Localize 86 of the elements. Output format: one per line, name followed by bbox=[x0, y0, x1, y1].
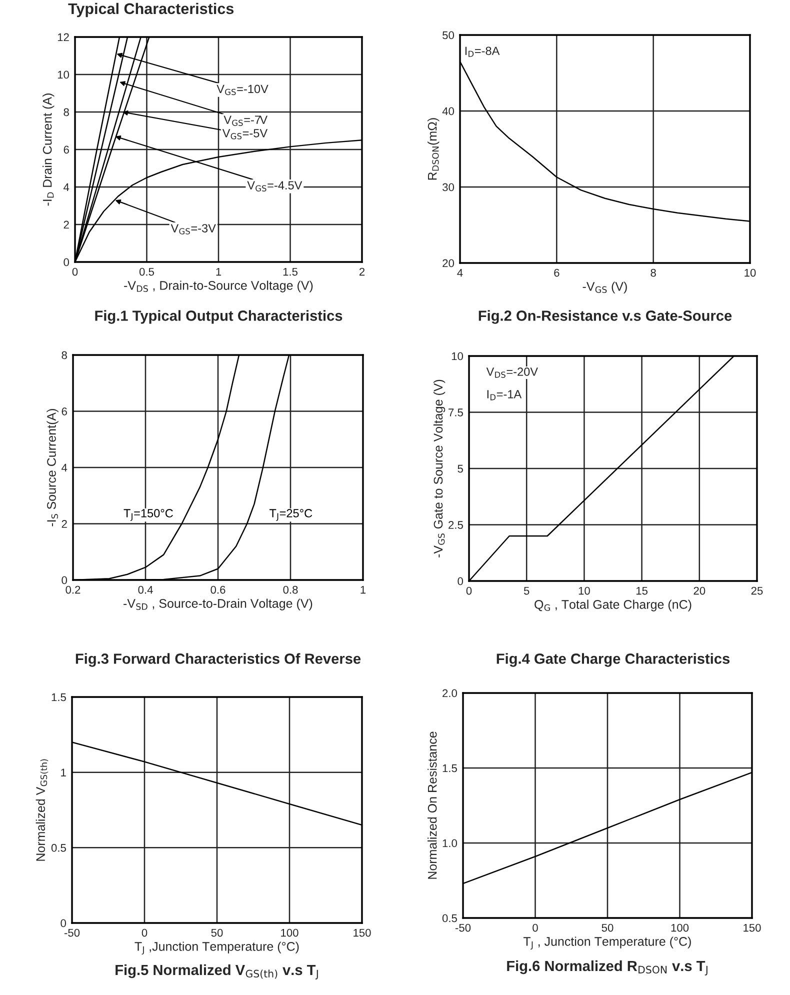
x-tick-label: 0 bbox=[532, 924, 538, 932]
y-tick-label: 4 bbox=[62, 464, 68, 472]
text: Fig.5 Normalized V$_{GS(th)}$ v.s T$_{J}$ bbox=[116, 964, 318, 980]
y-axis-title: -I$_{S}$ Source Current(A) bbox=[46, 409, 58, 526]
y-axis-title: -V$_{GS}$ Gate to Source Voltage (V) bbox=[433, 380, 446, 558]
y-tick-label: 2 bbox=[62, 520, 67, 528]
text: Fig.1 Typical Output Characteristics bbox=[95, 310, 342, 324]
y-tick-label: 0 bbox=[458, 577, 464, 586]
text: Typical Characteristics bbox=[68, 2, 234, 18]
y-tick-label: 6 bbox=[62, 408, 67, 416]
x-tick-label: 0.8 bbox=[283, 586, 298, 594]
y-tick-label: 1 bbox=[61, 768, 66, 776]
x-axis-title: -V$_{DS}$ , Drain-to-Source Voltage (V) bbox=[124, 280, 313, 292]
x-tick-label: 15 bbox=[636, 586, 648, 595]
annotation: V$_{GS}$=-5V bbox=[222, 129, 268, 140]
annotation: V$_{GS}$=-7V bbox=[224, 116, 268, 126]
x-tick-label: 25 bbox=[751, 586, 763, 595]
annotation: V$_{GS}$=-10V bbox=[216, 84, 268, 96]
y-tick-label: 8 bbox=[62, 351, 67, 360]
annotation: V$_{DS}$=-20V bbox=[486, 368, 538, 378]
x-axis-title: T$_{J}$ , Junction Temperature (°C) bbox=[523, 936, 691, 950]
y-tick-label: 12 bbox=[58, 33, 69, 42]
x-tick-label: 1 bbox=[360, 586, 366, 594]
x-axis-title: T$_{J}$ ,Junction Temperature (°C) bbox=[134, 942, 299, 955]
x-tick-label: 0.4 bbox=[138, 586, 153, 594]
y-axis-title: Normalized On Resistance bbox=[428, 732, 437, 879]
text: Fig.3 Forward Characteristics Of Reverse bbox=[76, 653, 361, 667]
x-tick-label: 0 bbox=[72, 268, 78, 276]
x-axis-title: -V$_{GS}$ (V) bbox=[582, 282, 627, 294]
y-tick-label: 8 bbox=[64, 108, 69, 116]
x-tick-label: 20 bbox=[694, 586, 706, 595]
y-axis-title: -I$_{D}$ Drain Current (A) bbox=[42, 94, 54, 206]
y-tick-label: 5 bbox=[458, 464, 463, 473]
x-axis-title: Q$_{G}$ , Total Gate Charge (nC) bbox=[534, 600, 692, 612]
x-tick-label: 150 bbox=[744, 924, 761, 932]
y-tick-label: 6 bbox=[64, 146, 69, 154]
annotation: I$_{D}$=-1A bbox=[487, 390, 522, 400]
x-tick-label: 50 bbox=[602, 924, 614, 932]
y-tick-label: 1.0 bbox=[442, 839, 458, 848]
y-tick-label: 10 bbox=[452, 352, 464, 360]
x-axis-title: -V$_{SD}$ , Source-to-Drain Voltage (V) bbox=[124, 598, 312, 610]
x-tick-label: 0.6 bbox=[210, 586, 226, 594]
x-tick-label: 0 bbox=[466, 586, 472, 595]
text: Fig.2 On-Resistance v.s Gate-Source bbox=[478, 310, 732, 324]
y-tick-label: 2 bbox=[64, 220, 69, 229]
x-tick-label: 0 bbox=[142, 928, 148, 937]
x-tick-label: -50 bbox=[455, 924, 471, 932]
y-tick-label: 4 bbox=[64, 183, 70, 192]
x-tick-label: -50 bbox=[64, 928, 80, 937]
x-tick-label: 2 bbox=[359, 268, 365, 276]
y-tick-label: 0.5 bbox=[442, 914, 457, 922]
x-tick-label: 1.5 bbox=[283, 268, 298, 276]
x-tick-label: 1 bbox=[216, 268, 222, 276]
y-tick-label: 0 bbox=[62, 576, 68, 584]
x-tick-label: 10 bbox=[578, 586, 590, 595]
annotation: V$_{GS}$=-4.5V bbox=[247, 181, 302, 192]
y-tick-label: 30 bbox=[442, 183, 454, 192]
text: Fig.6 Normalized R$_{DSON}$ v.s T$_{J}$ bbox=[507, 960, 708, 976]
x-tick-label: 0.2 bbox=[66, 586, 80, 594]
x-tick-label: 6 bbox=[554, 268, 560, 277]
x-tick-label: 10 bbox=[744, 268, 756, 277]
y-tick-label: 7.5 bbox=[448, 408, 463, 416]
x-tick-label: 100 bbox=[671, 924, 689, 932]
series-label: T$_{J}$=25°C bbox=[269, 509, 312, 521]
y-tick-label: 1.5 bbox=[442, 764, 457, 772]
y-tick-label: 40 bbox=[442, 107, 454, 116]
y-tick-label: 2.0 bbox=[442, 689, 458, 698]
y-tick-label: 20 bbox=[442, 259, 454, 268]
y-axis-title: R$_{DSON}$(mΩ) bbox=[428, 118, 440, 180]
y-tick-label: 10 bbox=[58, 70, 70, 79]
annotation: V$_{GS}$=-3V bbox=[170, 224, 216, 234]
annotation: I$_{D}$=-8A bbox=[465, 46, 500, 57]
x-tick-label: 50 bbox=[211, 928, 223, 937]
y-tick-label: 50 bbox=[442, 31, 454, 40]
x-tick-label: 150 bbox=[354, 928, 371, 937]
y-tick-label: 0.5 bbox=[51, 844, 66, 852]
x-tick-label: 8 bbox=[650, 268, 656, 277]
x-tick-label: 100 bbox=[281, 928, 298, 937]
x-tick-label: 0.5 bbox=[139, 268, 154, 276]
series-label: T$_{J}$=150°C bbox=[124, 509, 173, 521]
y-tick-label: 2.5 bbox=[448, 521, 463, 529]
y-axis-title: Normalized V$_{GS(th)}$ bbox=[36, 759, 48, 861]
text: Fig.4 Gate Charge Characteristics bbox=[496, 653, 730, 667]
y-tick-label: 0 bbox=[64, 258, 70, 266]
y-tick-label: 1.5 bbox=[52, 693, 66, 702]
x-tick-label: 5 bbox=[524, 586, 530, 595]
